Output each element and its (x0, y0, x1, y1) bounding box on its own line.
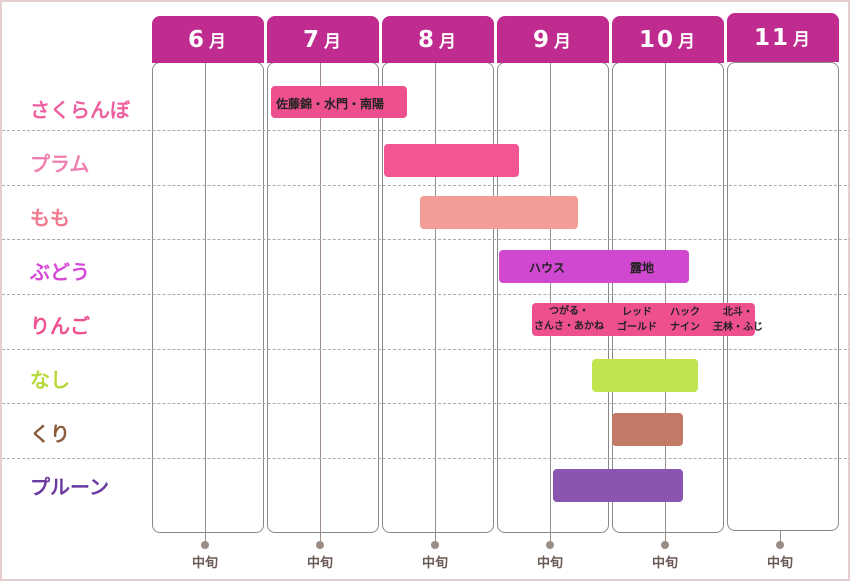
month-suffix: 月 (554, 32, 573, 52)
apple-hokuto-label: 北斗・ 王林・ふじ (709, 305, 767, 335)
row-label-chestnut: くり (30, 422, 70, 446)
grape-house-label: ハウス (529, 261, 566, 275)
month-suffix: 月 (678, 32, 697, 52)
row-label-cherry: さくらんぼ (30, 98, 130, 122)
mid-month-dot (776, 541, 784, 549)
row-divider (2, 349, 850, 350)
row-label-grape: ぶどう (30, 260, 90, 284)
row-label-pear: なし (30, 368, 70, 392)
month-column-9 (497, 62, 609, 533)
month-number: 8 (417, 26, 436, 53)
row-divider (2, 185, 850, 186)
mid-month-line (780, 530, 781, 545)
month-number: 6 (187, 26, 206, 53)
month-suffix: 月 (209, 32, 228, 52)
apple-tsugaru-line1: つがる・ (549, 306, 589, 317)
row-divider (2, 403, 850, 404)
month-number: 9 (532, 26, 551, 53)
chestnut-bar (612, 413, 683, 446)
mid-month-dot (431, 541, 439, 549)
mid-month-label: 中旬 (421, 556, 448, 571)
apple-bar (532, 303, 755, 336)
apple-tsugaru-line2: さんさ・あかね (534, 321, 604, 332)
apple-hack-label: ハック ナイン (663, 305, 707, 335)
mid-month-line (205, 63, 206, 545)
grape-bar (499, 250, 689, 283)
month-column-6 (152, 62, 264, 533)
apple-hokuto-line2: 王林・ふじ (713, 322, 763, 333)
mid-month-label: 中旬 (191, 556, 218, 571)
apple-hack-line1: ハック (670, 307, 700, 318)
row-divider (2, 130, 850, 131)
prune-bar (553, 469, 683, 502)
mid-month-line (320, 63, 321, 545)
pear-bar (592, 359, 698, 392)
mid-month-dot (661, 541, 669, 549)
mid-month-dot (546, 541, 554, 549)
apple-hokuto-line1: 北斗・ (723, 307, 753, 318)
mid-month-dot (316, 541, 324, 549)
month-number: 11 (753, 24, 790, 51)
mid-month-label: 中旬 (306, 556, 333, 571)
month-header-11: 11 月 (727, 13, 839, 62)
month-suffix: 月 (324, 32, 343, 52)
apple-red-label: レッド ゴールド (612, 305, 662, 335)
month-column-8 (382, 62, 494, 533)
row-label-apple: りんご (30, 314, 90, 338)
month-suffix: 月 (439, 32, 458, 52)
month-column-10 (612, 62, 724, 533)
mid-month-dot (201, 541, 209, 549)
mid-month-label: 中旬 (651, 556, 678, 571)
month-column-7 (267, 62, 379, 533)
month-suffix: 月 (793, 30, 812, 50)
grape-outdoor-label: 露地 (630, 261, 655, 275)
cherry-bar (271, 86, 407, 118)
apple-red-line1: レッド (622, 307, 652, 318)
peach-bar (420, 196, 578, 229)
mid-month-label: 中旬 (766, 556, 793, 571)
mid-month-line (435, 63, 436, 545)
row-label-plum: プラム (30, 152, 90, 176)
mid-month-label: 中旬 (536, 556, 563, 571)
row-label-prune: プルーン (30, 475, 109, 499)
month-number: 7 (302, 26, 321, 53)
month-column-11 (727, 62, 839, 531)
apple-red-line2: ゴールド (617, 322, 657, 333)
row-divider (2, 458, 850, 459)
row-label-peach: もも (30, 206, 70, 230)
apple-hack-line2: ナイン (670, 322, 700, 333)
row-divider (2, 239, 850, 240)
month-header-10: 10 月 (612, 16, 724, 63)
apple-tsugaru-label: つがる・ さんさ・あかね (528, 304, 610, 334)
row-divider (2, 294, 850, 295)
month-number: 10 (638, 26, 675, 53)
plum-bar (384, 144, 519, 177)
cherry-varieties: 佐藤錦・水門・南陽 (276, 97, 385, 111)
